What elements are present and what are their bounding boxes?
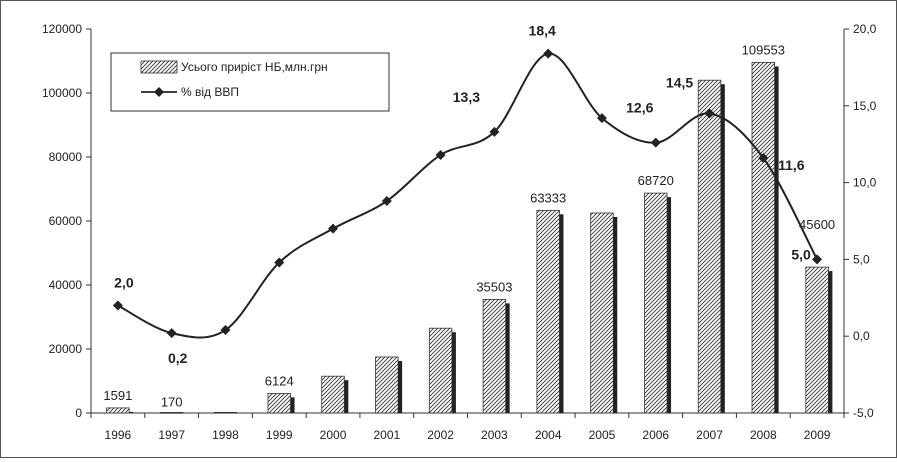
y-left-tick-label: 100000 [42,86,82,100]
x-tick-label: 1996 [105,428,132,442]
y-left-tick-label: 20000 [49,342,83,356]
x-tick-label: 2004 [535,428,562,442]
x-tick-label: 1997 [158,428,185,442]
pct-point [274,257,285,268]
x-tick-label: 2001 [373,428,400,442]
bar [482,298,507,414]
x-tick-label: 2005 [589,428,616,442]
bar [159,412,184,414]
axes-group: 0 20000 40000 60000 80000 100000 120000 -5,0 0,0… [42,22,877,442]
bar-value-label: 63333 [530,190,566,205]
y-right-tick-label: -5,0 [853,406,874,420]
pct-value-label: 18,4 [529,23,556,39]
x-tick-label: 2008 [750,428,777,442]
pct-point [381,196,392,207]
y-left-tick-label: 0 [75,406,82,420]
y-right-tick-label: 20,0 [853,22,877,36]
pct-value-label: 2,0 [114,274,134,290]
y-right-tick-label: 10,0 [853,176,877,190]
pct-value-label: 11,6 [778,157,805,173]
y-right-tick-label: 5,0 [853,252,870,266]
pct-point [489,126,500,137]
bar [428,327,453,414]
bar [106,407,130,414]
bar [697,79,722,414]
y-left-tick-label: 60000 [49,214,83,228]
x-tick-label: 2006 [642,428,669,442]
bar-value-label: 6124 [265,373,294,388]
bar [321,375,345,414]
y-right-tick-label: 15,0 [853,99,877,113]
x-tick-label: 1999 [266,428,293,442]
x-tick-label: 2009 [804,428,831,442]
pct-point [112,300,123,311]
labels-group: 1591 170 6124 35503 63333 68720 109553 45600 2,0… [103,23,835,410]
bar [590,212,614,414]
bar-value-label: 109553 [742,42,785,57]
pct-point [758,153,769,164]
pct-point [220,325,231,336]
bar-value-label: 68720 [638,173,674,188]
pct-point [543,48,554,59]
pct-point [166,328,177,339]
bar-value-label: 170 [161,394,183,409]
legend: Усього приріст НБ,млн.грн % від ВВП [110,52,390,112]
pct-value-label: 5,0 [791,246,811,262]
bar-value-label: 45600 [799,217,835,232]
bar-value-label: 1591 [103,388,132,403]
line-series-group [112,48,823,339]
bar [751,62,776,414]
pct-point [650,137,661,148]
bar [644,192,668,414]
bar [805,266,829,414]
bar [375,356,399,414]
pct-value-label: 14,5 [666,74,693,90]
pct-point [328,223,339,234]
bar-value-label: 35503 [476,279,512,294]
legend-line-marker [154,87,164,97]
y-left-tick-label: 40000 [49,278,83,292]
bar [267,393,291,414]
x-tick-label: 2002 [427,428,454,442]
x-tick-label: 2000 [320,428,347,442]
x-tick-label: 2007 [696,428,723,442]
bars-group [106,62,833,414]
pct-value-label: 13,3 [453,89,480,105]
bar [213,411,238,414]
bar [536,209,560,414]
legend-bar-swatch [140,60,178,74]
x-tick-label: 1998 [212,428,239,442]
pct-point [704,108,715,119]
pct-point [435,149,446,160]
legend-bar-label: Усього приріст НБ,млн.грн [181,60,328,74]
pct-point [812,254,823,265]
legend-line-label: % від ВВП [181,85,239,99]
x-tick-label: 2003 [481,428,508,442]
y-left-tick-label: 80000 [49,150,83,164]
y-right-tick-label: 0,0 [853,329,870,343]
y-left-tick-label: 120000 [42,22,82,36]
pct-value-label: 0,2 [168,350,188,366]
pct-value-label: 12,6 [626,100,653,116]
pct-point [596,113,607,124]
